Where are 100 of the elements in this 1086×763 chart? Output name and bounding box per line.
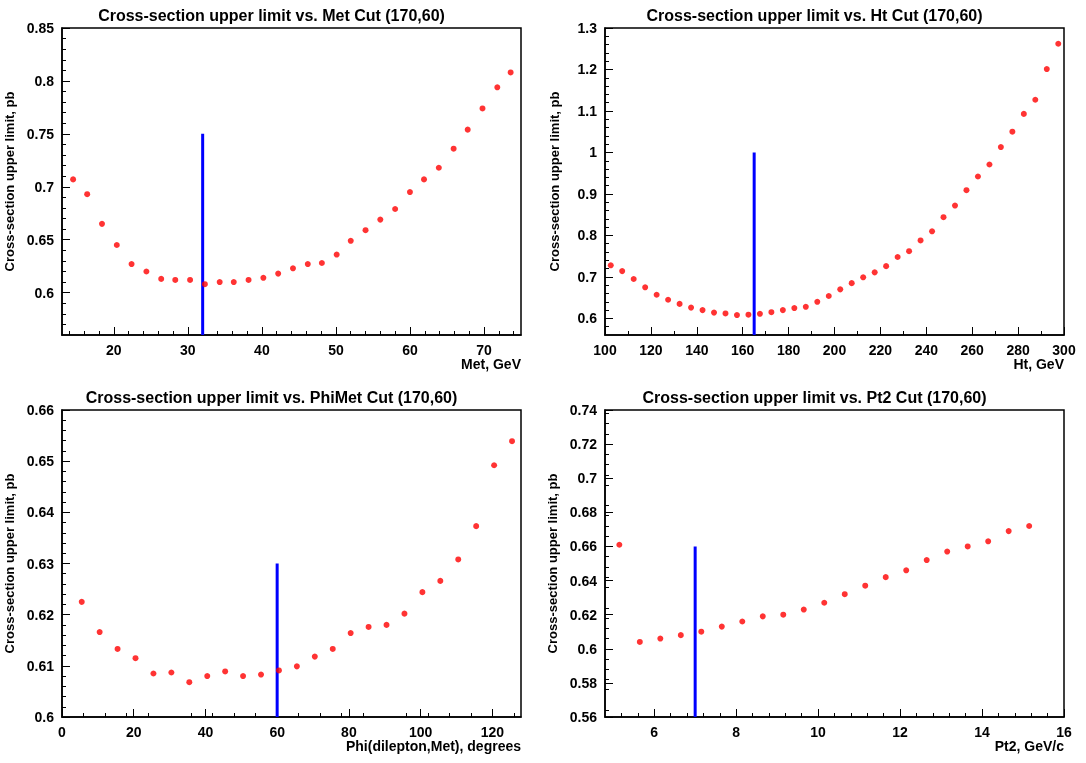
point bbox=[619, 268, 626, 275]
point bbox=[1020, 110, 1027, 117]
point bbox=[435, 164, 442, 171]
point bbox=[172, 276, 179, 283]
point bbox=[997, 144, 1004, 151]
point bbox=[986, 161, 993, 168]
point bbox=[201, 281, 208, 288]
point bbox=[802, 303, 809, 310]
point bbox=[883, 263, 890, 270]
x-tick-label: 16 bbox=[1056, 723, 1072, 740]
x-tick-label: 300 bbox=[1052, 342, 1076, 358]
point bbox=[800, 606, 807, 613]
y-tick-label: 0.75 bbox=[26, 125, 55, 142]
point bbox=[825, 293, 832, 299]
x-tick-label: 6 bbox=[650, 723, 659, 740]
point bbox=[929, 228, 936, 235]
point bbox=[791, 305, 798, 312]
point bbox=[132, 654, 139, 661]
y-tick-label: 0.62 bbox=[26, 606, 55, 623]
y-tick-label: 0.7 bbox=[577, 268, 598, 285]
point bbox=[923, 556, 930, 563]
point bbox=[1043, 66, 1050, 73]
point bbox=[377, 216, 384, 223]
point bbox=[143, 268, 150, 275]
point bbox=[240, 672, 247, 679]
point bbox=[419, 588, 426, 595]
point bbox=[1032, 96, 1039, 103]
point bbox=[974, 173, 981, 180]
point bbox=[1009, 128, 1016, 135]
x-tick-label: 140 bbox=[685, 342, 709, 358]
point bbox=[260, 274, 267, 281]
x-tick-label: 220 bbox=[868, 342, 893, 358]
point bbox=[676, 300, 683, 307]
point bbox=[204, 672, 211, 679]
y-tick-label: 0.61 bbox=[26, 657, 55, 674]
x-tick-label: 180 bbox=[776, 342, 801, 358]
point bbox=[841, 590, 848, 597]
point bbox=[421, 176, 428, 183]
point bbox=[289, 265, 296, 272]
point bbox=[406, 189, 413, 196]
point bbox=[401, 610, 408, 617]
point bbox=[491, 461, 498, 468]
y-tick-label: 0.6 bbox=[34, 284, 55, 301]
point bbox=[616, 541, 623, 548]
point bbox=[383, 621, 390, 628]
point bbox=[985, 537, 992, 544]
point bbox=[718, 623, 725, 630]
point bbox=[362, 227, 369, 234]
point bbox=[607, 262, 614, 269]
point bbox=[711, 309, 718, 316]
point bbox=[1055, 40, 1062, 47]
point bbox=[258, 671, 265, 678]
x-tick-label: 40 bbox=[254, 342, 270, 358]
point bbox=[963, 187, 970, 194]
point bbox=[464, 126, 471, 133]
x-tick-label: 100 bbox=[408, 723, 433, 740]
point bbox=[311, 653, 318, 660]
point bbox=[494, 84, 501, 91]
point bbox=[96, 628, 103, 635]
point bbox=[699, 307, 706, 314]
point bbox=[894, 254, 901, 260]
x-axis-title: Pt2, GeV/c bbox=[994, 737, 1065, 754]
point bbox=[821, 599, 828, 606]
point bbox=[70, 176, 77, 183]
point bbox=[365, 623, 372, 630]
point bbox=[906, 248, 913, 255]
point bbox=[222, 667, 229, 674]
point bbox=[347, 629, 354, 636]
x-tick-label: 60 bbox=[269, 723, 286, 740]
point bbox=[722, 310, 729, 317]
y-tick-label: 1.1 bbox=[577, 102, 598, 119]
point bbox=[917, 237, 924, 244]
x-tick-label: 100 bbox=[593, 342, 617, 358]
point bbox=[509, 437, 516, 444]
point bbox=[862, 582, 869, 589]
y-tick-label: 0.66 bbox=[26, 401, 55, 418]
point bbox=[275, 666, 282, 673]
x-tick-label: 80 bbox=[341, 723, 357, 740]
point bbox=[837, 286, 844, 293]
point bbox=[186, 678, 193, 685]
point bbox=[779, 307, 786, 314]
y-tick-label: 0.8 bbox=[34, 72, 55, 89]
x-axis-title: Phi(dilepton,Met), degrees bbox=[345, 737, 522, 754]
y-tick-label: 0.8 bbox=[577, 227, 598, 244]
point bbox=[304, 261, 311, 268]
point bbox=[903, 566, 910, 573]
x-tick-label: 260 bbox=[960, 342, 985, 358]
point bbox=[653, 291, 660, 298]
y-tick-label: 1.2 bbox=[577, 61, 598, 78]
x-tick-label: 0 bbox=[58, 723, 67, 740]
point bbox=[479, 105, 486, 112]
y-axis-title: Cross-section upper limit, pb bbox=[547, 91, 562, 272]
y-tick-label: 0.68 bbox=[569, 503, 598, 520]
y-axis-title: Cross-section upper limit, pb bbox=[544, 473, 560, 653]
point bbox=[78, 598, 85, 605]
point bbox=[507, 69, 514, 76]
point bbox=[698, 628, 705, 635]
point bbox=[150, 670, 157, 677]
point bbox=[158, 275, 165, 282]
point bbox=[392, 206, 399, 213]
